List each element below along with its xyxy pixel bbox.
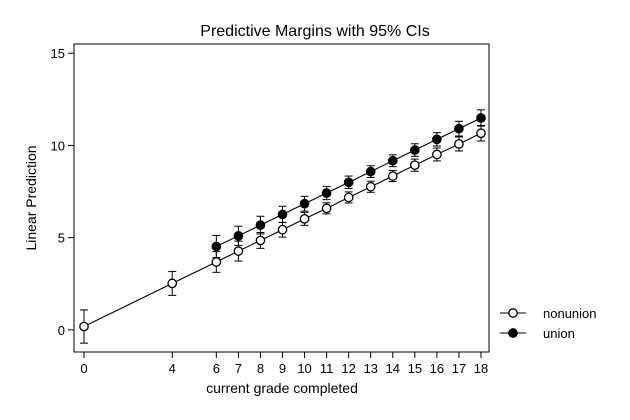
legend-marker (508, 308, 518, 318)
x-tick-label: 13 (363, 361, 377, 376)
x-tick-label: 10 (297, 361, 311, 376)
data-point (387, 171, 398, 181)
series-union (211, 109, 486, 259)
y-tick-label: 5 (58, 231, 65, 246)
data-point (233, 246, 244, 256)
data-point (277, 224, 288, 235)
x-tick-label: 6 (213, 361, 220, 376)
x-tick-label: 7 (235, 361, 242, 376)
y-tick-label: 15 (51, 46, 65, 61)
legend: nonunion union (500, 306, 597, 341)
data-point (343, 192, 354, 203)
legend-item-nonunion: nonunion (500, 306, 597, 321)
series-layer (79, 109, 486, 344)
x-tick-label: 0 (80, 361, 87, 376)
x-tick-label: 17 (452, 361, 466, 376)
x-tick-label: 16 (430, 361, 444, 376)
x-tick-label: 9 (279, 361, 286, 376)
y-axis: 0 5 10 15 (51, 46, 74, 338)
data-point (409, 160, 420, 171)
x-tick-label: 15 (408, 361, 422, 376)
data-point (476, 113, 486, 123)
data-point (432, 149, 442, 160)
data-point (277, 209, 288, 220)
data-point (211, 257, 222, 267)
data-point (409, 145, 420, 155)
y-tick-label: 10 (51, 138, 65, 153)
data-point (255, 235, 266, 246)
data-point (365, 166, 376, 177)
chart-title: Predictive Margins with 95% CIs (200, 23, 429, 40)
data-point (211, 241, 222, 252)
x-tick-label: 8 (257, 361, 264, 376)
legend-label: nonunion (543, 306, 597, 321)
data-point (343, 177, 354, 188)
x-tick-label: 14 (386, 361, 400, 376)
legend-label: union (543, 326, 575, 341)
x-tick-label: 18 (474, 361, 488, 376)
y-tick-label: 0 (58, 323, 65, 338)
data-point (321, 188, 332, 198)
x-axis-label: current grade completed (206, 380, 358, 396)
x-axis: 0 4 6 7 8 9 10 11 12 13 14 15 16 17 18 (80, 352, 488, 376)
data-point (432, 134, 442, 145)
legend-item-union: union (500, 326, 575, 341)
data-point (299, 198, 310, 209)
data-point (167, 278, 178, 289)
legend-marker (508, 328, 518, 338)
x-tick-label: 11 (320, 361, 334, 376)
data-point (387, 155, 398, 166)
data-point (454, 123, 464, 134)
x-tick-label: 4 (169, 361, 176, 376)
y-axis-label: Linear Prediction (23, 145, 39, 250)
data-point (79, 321, 89, 332)
data-point (233, 230, 244, 241)
data-point (321, 203, 332, 214)
data-point (365, 181, 376, 192)
series-nonunion (79, 125, 486, 344)
data-point (299, 213, 310, 224)
data-point (255, 220, 266, 230)
plot-area (73, 43, 490, 353)
data-point (476, 128, 486, 139)
x-tick-label: 12 (341, 361, 355, 376)
data-point (454, 139, 464, 149)
